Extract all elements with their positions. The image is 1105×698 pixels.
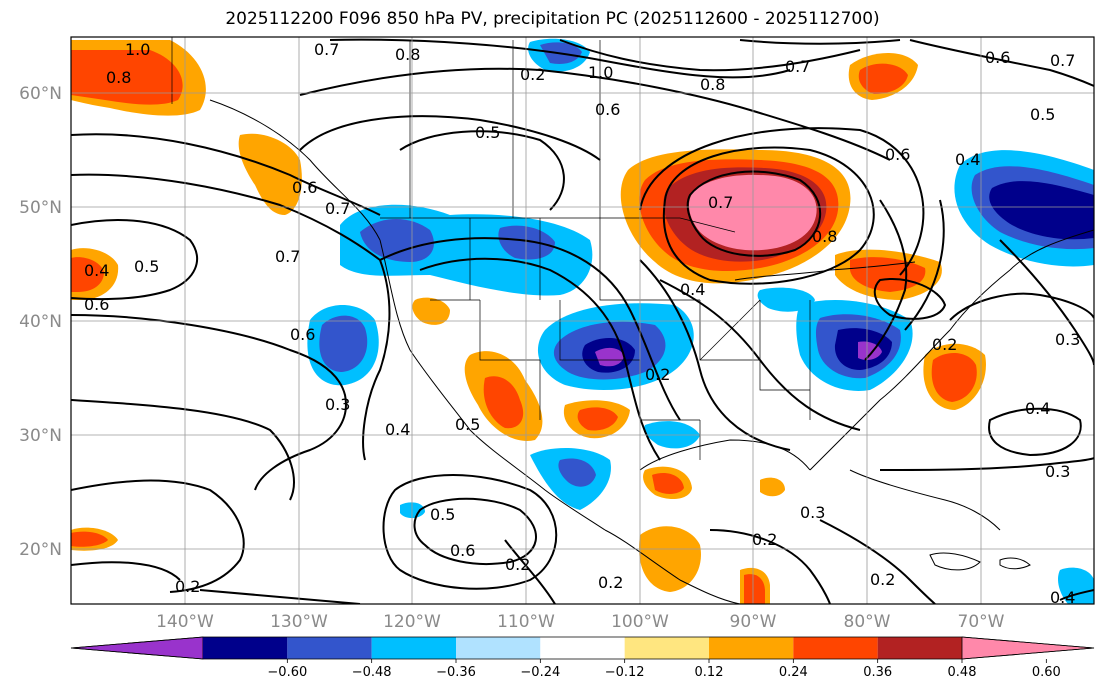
contour-label: 0.6 [292, 178, 317, 197]
colorbar-tick-label: 0.48 [948, 665, 977, 680]
contour-label: 0.5 [134, 257, 159, 276]
colorbar-extend-low [70, 636, 204, 660]
map-frame [70, 36, 1095, 605]
colorbar-tick-label: −0.36 [436, 665, 476, 680]
colorbar-tick-label: −0.60 [267, 665, 307, 680]
contour-label: 0.2 [520, 65, 545, 84]
contour-label: 0.4 [1025, 399, 1050, 418]
colorbar-tick-label: −0.12 [605, 665, 645, 680]
colorbar-swatch [709, 637, 794, 659]
lon-label-110w: 110°W [497, 612, 555, 632]
contour-label: 0.2 [932, 335, 957, 354]
contour-label: 0.5 [1030, 105, 1055, 124]
colorbar-tick-label: −0.48 [352, 665, 392, 680]
colorbar-tick-label: 0.24 [779, 665, 808, 680]
colorbar-tick-label: 0.12 [695, 665, 724, 680]
contour-label: 0.7 [785, 57, 810, 76]
contour-label: 0.7 [708, 193, 733, 212]
map-title: 2025112200 F096 850 hPa PV, precipitatio… [225, 9, 880, 29]
lon-label-80w: 80°W [844, 612, 891, 632]
lat-label-50n: 50°N [19, 198, 62, 218]
colorbar-tick-label: −0.24 [520, 665, 560, 680]
colorbar-extend-high [961, 636, 1095, 660]
contour-label: 0.8 [106, 68, 131, 87]
contour-label: 0.6 [290, 325, 315, 344]
lat-label-40n: 40°N [19, 312, 62, 332]
contour-label: 0.6 [84, 295, 109, 314]
contour-label: 0.2 [752, 530, 777, 549]
lon-label-100w: 100°W [611, 612, 669, 632]
contour-label: 0.6 [885, 145, 910, 164]
longitude-axis: 140°W 130°W 120°W 110°W 100°W 90°W 80°W … [156, 612, 1005, 632]
colorbar-swatch [793, 637, 878, 659]
latitude-axis: 60°N 50°N 40°N 30°N 20°N [19, 84, 62, 560]
colorbar-swatch [203, 637, 288, 659]
contour-label: 0.4 [680, 280, 705, 299]
colorbar-swatch [624, 637, 709, 659]
colorbar: −0.60 −0.48 −0.36 −0.24 −0.12 0.12 0.24 0.36 0.4… [70, 636, 1095, 680]
lon-label-120w: 120°W [383, 612, 441, 632]
contour-label: 0.3 [1045, 462, 1070, 481]
contour-label: 0.7 [1050, 51, 1075, 70]
contour-label: 0.7 [275, 247, 300, 266]
colorbar-swatch [540, 637, 625, 659]
contour-label: 0.4 [385, 420, 410, 439]
lon-label-70w: 70°W [958, 612, 1005, 632]
lon-label-90w: 90°W [730, 612, 777, 632]
colorbar-swatch [456, 637, 541, 659]
contour-label: 0.7 [314, 40, 339, 59]
precipitation-shading [71, 38, 1094, 604]
contour-label: 0.3 [325, 395, 350, 414]
contour-label: 0.2 [598, 573, 623, 592]
contour-label: 0.8 [395, 45, 420, 64]
lat-label-30n: 30°N [19, 426, 62, 446]
lon-label-140w: 140°W [156, 612, 214, 632]
contour-label: 0.3 [800, 503, 825, 522]
contour-label: 0.4 [955, 150, 980, 169]
contour-label: 0.6 [450, 541, 475, 560]
colorbar-swatch [877, 637, 962, 659]
lat-label-20n: 20°N [19, 540, 62, 560]
gridlines [71, 37, 1094, 604]
contour-labels: 0.7 0.8 1.0 0.8 0.7 0.6 0.7 1.0 0.8 0.5 … [84, 40, 1080, 607]
contour-label: 0.2 [505, 555, 530, 574]
colorbar-swatch [371, 637, 456, 659]
contour-label: 0.2 [870, 570, 895, 589]
contour-label: 0.6 [985, 48, 1010, 67]
contour-label: 0.4 [1050, 588, 1075, 607]
colorbar-tick-label: 0.36 [863, 665, 892, 680]
contour-label: 1.0 [588, 63, 613, 82]
contour-label: 0.2 [175, 577, 200, 596]
contour-label: 0.4 [84, 261, 109, 280]
contour-label: 0.5 [475, 123, 500, 142]
contour-label: 1.0 [125, 40, 150, 59]
political-boundaries [171, 37, 811, 460]
contour-label: 0.8 [812, 227, 837, 246]
colorbar-tick-label: 0.60 [1032, 665, 1061, 680]
contour-label: 0.5 [430, 505, 455, 524]
contour-label: 0.5 [455, 415, 480, 434]
contour-label: 0.2 [645, 365, 670, 384]
contour-label: 0.8 [700, 75, 725, 94]
contour-label: 0.6 [595, 100, 620, 119]
contour-label: 0.7 [325, 199, 350, 218]
map-panel: 0.7 0.8 1.0 0.8 0.7 0.6 0.7 1.0 0.8 0.5 … [71, 37, 1094, 607]
pv-contours [71, 38, 1094, 604]
lat-label-60n: 60°N [19, 84, 62, 104]
contour-label: 0.3 [1055, 330, 1080, 349]
colorbar-swatch [287, 637, 372, 659]
lon-label-130w: 130°W [270, 612, 328, 632]
